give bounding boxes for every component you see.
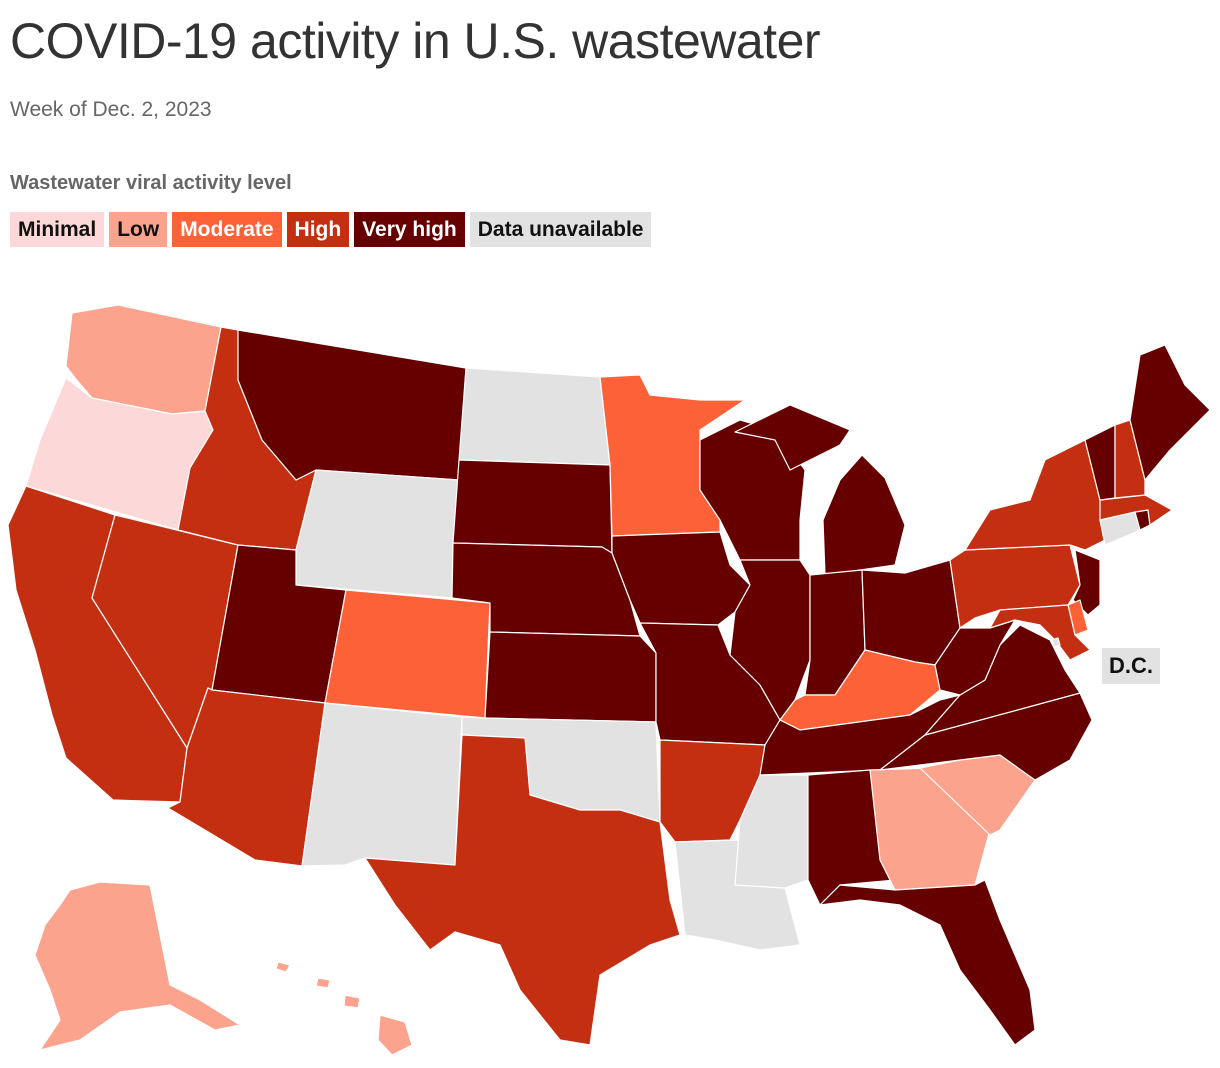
chart-title: COVID-19 activity in U.S. wastewater bbox=[10, 13, 821, 69]
legend-item-very-high: Very high bbox=[354, 212, 465, 247]
legend-item-low: Low bbox=[109, 212, 168, 247]
legend-item-data-unavailable: Data unavailable bbox=[469, 212, 652, 247]
state-MD[interactable] bbox=[989, 604, 1091, 661]
state-NY[interactable] bbox=[964, 439, 1106, 551]
chart-subtitle: Week of Dec. 2, 2023 bbox=[10, 98, 212, 121]
state-HI[interactable] bbox=[275, 961, 413, 1056]
state-AK[interactable] bbox=[34, 881, 241, 1051]
state-MI[interactable] bbox=[734, 404, 906, 576]
state-NJ[interactable] bbox=[1072, 549, 1101, 616]
state-NM[interactable] bbox=[301, 702, 463, 867]
state-MA[interactable] bbox=[1099, 494, 1173, 526]
state-TX[interactable] bbox=[364, 734, 681, 1046]
dc-label: D.C. bbox=[1102, 648, 1160, 684]
state-TN[interactable] bbox=[759, 694, 961, 776]
legend-item-minimal: Minimal bbox=[10, 212, 105, 247]
legend-item-high: High bbox=[286, 212, 350, 247]
us-map bbox=[7, 304, 1211, 1056]
legend: Minimal Low Moderate High Very high Data… bbox=[10, 212, 652, 247]
state-WV[interactable] bbox=[934, 619, 1016, 696]
state-FL[interactable] bbox=[819, 879, 1036, 1046]
state-NH[interactable] bbox=[1114, 419, 1146, 499]
state-SD[interactable] bbox=[452, 459, 613, 554]
state-KS[interactable] bbox=[484, 631, 657, 723]
state-IA[interactable] bbox=[611, 531, 751, 626]
state-CO[interactable] bbox=[324, 589, 491, 719]
state-DC[interactable] bbox=[1051, 637, 1061, 648]
legend-item-moderate: Moderate bbox=[172, 212, 282, 247]
legend-title: Wastewater viral activity level bbox=[10, 172, 292, 194]
state-ME[interactable] bbox=[1129, 344, 1211, 481]
state-ND[interactable] bbox=[458, 367, 611, 466]
state-WY[interactable] bbox=[295, 469, 460, 599]
